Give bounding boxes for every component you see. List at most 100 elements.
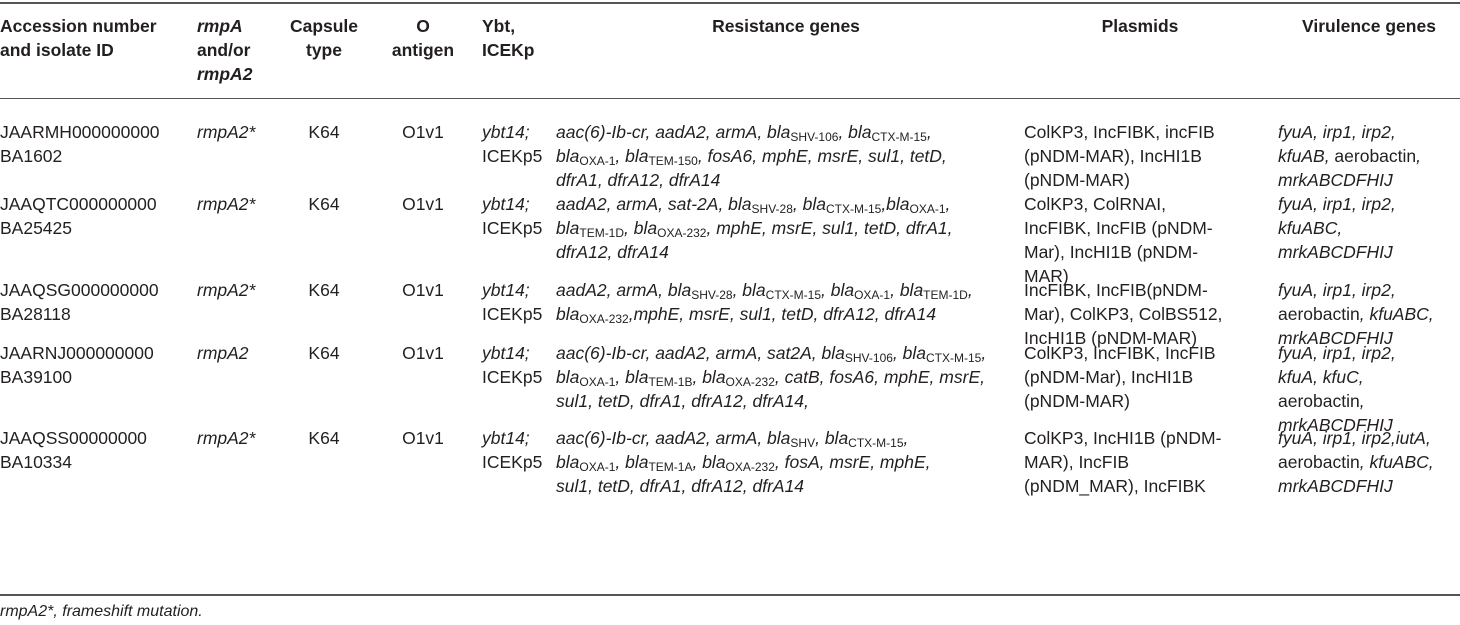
- resistance-line: aac(6)-Ib-cr, aadA2, armA, blaSHV-106, b…: [556, 120, 947, 144]
- cell-line: kfuAB, aerobactin,: [1278, 144, 1421, 168]
- gene-text: aadA2, armA, bla: [556, 280, 692, 300]
- cell-line: mrkABCDFHIJ: [1278, 168, 1421, 192]
- gene-text: mrkABCDFHIJ: [1278, 476, 1393, 496]
- gene-text: , fosA6, mphE, msrE, sul1, tetD,: [697, 146, 947, 166]
- gene-text: , fosA, msrE, mphE,: [774, 452, 931, 472]
- cell-line: BA25425: [0, 218, 73, 238]
- header-accession-line1: Accession number: [0, 16, 157, 36]
- gene-text: ,: [903, 428, 909, 448]
- gene-text: bla: [556, 218, 580, 238]
- cell-line: ybt14;: [482, 428, 530, 448]
- header-oantigen-line2: antigen: [391, 40, 455, 60]
- cell-virulence: fyuA, irp1, irp2, kfuABC, mrkABCDFHIJ: [1278, 192, 1396, 264]
- header-rmpa-line1: rmpA: [197, 16, 243, 36]
- cell-plasmids: ColKP3, IncHI1B (pNDM- MAR), IncFIB (pNDM_…: [1024, 426, 1221, 498]
- cell-line: mrkABCDFHIJ: [1278, 240, 1396, 264]
- gene-text: ,: [981, 343, 987, 363]
- cell-accession: JAARMH000000000 BA1602: [0, 120, 160, 168]
- cell-accession: JAAQSG000000000 BA28118: [0, 278, 159, 326]
- cell-line: IncFIBK, IncFIB(pNDM-: [1024, 280, 1208, 300]
- gene-text: , bla: [615, 452, 649, 472]
- resistance-line: aac(6)-Ib-cr, aadA2, armA, blaSHV, blaCT…: [556, 426, 931, 450]
- gene-subscript: TEM-1B: [648, 375, 693, 389]
- gene-text: aac(6)-Ib-cr, aadA2, armA, bla: [556, 122, 791, 142]
- header-rmpa: rmpA and/or rmpA2: [197, 14, 252, 86]
- cell-oantigen: O1v1: [402, 122, 444, 142]
- cell-ybt: ybt14; ICEKp5: [482, 426, 542, 474]
- gene-subscript: OXA-232: [579, 312, 629, 326]
- cell-line: BA10334: [0, 452, 73, 472]
- header-plasmids-label: Plasmids: [1101, 16, 1179, 36]
- cell-line: fyuA, irp1, irp2,: [1278, 120, 1421, 144]
- header-oantigen: O antigen: [385, 14, 461, 62]
- gene-text: dfrA1, dfrA12, dfrA14: [556, 170, 721, 190]
- header-capsule-line2: type: [306, 40, 342, 60]
- header-plasmids: Plasmids: [1024, 14, 1256, 38]
- gene-subscript: CTX-M-15: [825, 202, 882, 216]
- gene-text: mrkABCDFHIJ: [1278, 242, 1393, 262]
- resistance-line: blaOXA-232,mphE, msrE, sul1, tetD, dfrA1…: [556, 302, 973, 326]
- gene-subscript: SHV-28: [691, 288, 733, 302]
- cell-line: aerobactin,: [1278, 389, 1396, 413]
- gene-text: bla: [556, 304, 580, 324]
- gene-text: dfrA12, dfrA14: [556, 242, 669, 262]
- cell-virulence: fyuA, irp1, irp2,iutA, aerobactin, kfuABC…: [1278, 426, 1434, 498]
- cell-ybt: ybt14; ICEKp5: [482, 192, 542, 240]
- cell-line: aerobactin, kfuABC,: [1278, 302, 1434, 326]
- cell-ybt: ybt14; ICEKp5: [482, 278, 542, 326]
- gene-text: ,: [1416, 146, 1422, 166]
- resistance-line: dfrA12, dfrA14: [556, 240, 953, 264]
- cell-resistance: aadA2, armA, sat-2A, blaSHV-28, blaCTX-M…: [556, 192, 953, 264]
- gene-text: kfuABC,: [1278, 218, 1343, 238]
- cell-line: fyuA, irp1, irp2,: [1278, 341, 1396, 365]
- header-capsule: Capsule type: [284, 14, 364, 62]
- gene-subscript: SHV-106: [790, 130, 839, 144]
- cell-line: JAARNJ000000000: [0, 343, 154, 363]
- resistance-line: sul1, tetD, dfrA1, dfrA12, dfrA14,: [556, 389, 986, 413]
- gene-text: , bla: [615, 367, 649, 387]
- gene-subscript: CTX-M-15: [871, 130, 927, 144]
- gene-text: aac(6)-Ib-cr, aadA2, armA, bla: [556, 428, 791, 448]
- gene-text: , bla: [692, 452, 726, 472]
- cell-line: ICEKp5: [482, 218, 543, 238]
- cell-line: (pNDM-Mar), IncHI1B: [1024, 367, 1194, 387]
- cell-line: (pNDM-MAR), IncHI1B: [1024, 146, 1202, 166]
- cell-plasmids: ColKP3, IncFIBK, IncFIB (pNDM-Mar), IncHI…: [1024, 341, 1216, 413]
- gene-text: aerobactin: [1278, 452, 1360, 472]
- gene-text: ,: [967, 280, 973, 300]
- cell-virulence: fyuA, irp1, irp2, kfuAB, aerobactin, mrkAB…: [1278, 120, 1421, 192]
- gene-text: ,bla: [881, 194, 910, 214]
- gene-subscript: CTX-M-15: [765, 288, 821, 302]
- cell-line: ColKP3, IncFIBK, IncFIB: [1024, 343, 1216, 363]
- gene-text: , bla: [815, 428, 849, 448]
- header-accession-line2: and isolate ID: [0, 40, 114, 60]
- gene-text: ,: [1359, 391, 1365, 411]
- cell-line: kfuA, kfuC,: [1278, 365, 1396, 389]
- cell-ybt: ybt14; ICEKp5: [482, 120, 542, 168]
- header-rmpa-line3: rmpA2: [197, 64, 253, 84]
- gene-subscript: CTX-M-15: [926, 351, 982, 365]
- cell-rmpa: rmpA2*: [197, 122, 256, 142]
- gene-subscript: TEM-1D: [923, 288, 968, 302]
- cell-line: ICEKp5: [482, 452, 543, 472]
- gene-text: , bla: [615, 146, 649, 166]
- resistance-line: blaTEM-1D, blaOXA-232, mphE, msrE, sul1,…: [556, 216, 953, 240]
- gene-text: fyuA, irp1, irp2,iutA,: [1278, 428, 1431, 448]
- gene-text: aadA2, armA, sat-2A, bla: [556, 194, 752, 214]
- gene-text: fyuA, irp1, irp2,: [1278, 343, 1396, 363]
- header-ybt-line2: ICEKp: [482, 40, 535, 60]
- header-oantigen-line1: O: [416, 16, 430, 36]
- header-ybt: Ybt, ICEKp: [482, 14, 535, 62]
- gene-text: fyuA, irp1, irp2,: [1278, 194, 1396, 214]
- header-virulence-label: Virulence genes: [1302, 16, 1436, 36]
- gene-text: , bla: [732, 280, 766, 300]
- cell-line: IncHI1B (pNDM-MAR): [1024, 328, 1198, 348]
- cell-line: BA39100: [0, 367, 73, 387]
- header-virulence: Virulence genes: [1278, 14, 1460, 38]
- gene-text: bla: [556, 367, 580, 387]
- resistance-line: sul1, tetD, dfrA1, dfrA12, dfrA14: [556, 474, 931, 498]
- header-accession: Accession number and isolate ID: [0, 14, 157, 62]
- cell-line: JAAQTC000000000: [0, 194, 157, 214]
- gene-text: mrkABCDFHIJ: [1278, 170, 1393, 190]
- gene-text: , bla: [624, 218, 658, 238]
